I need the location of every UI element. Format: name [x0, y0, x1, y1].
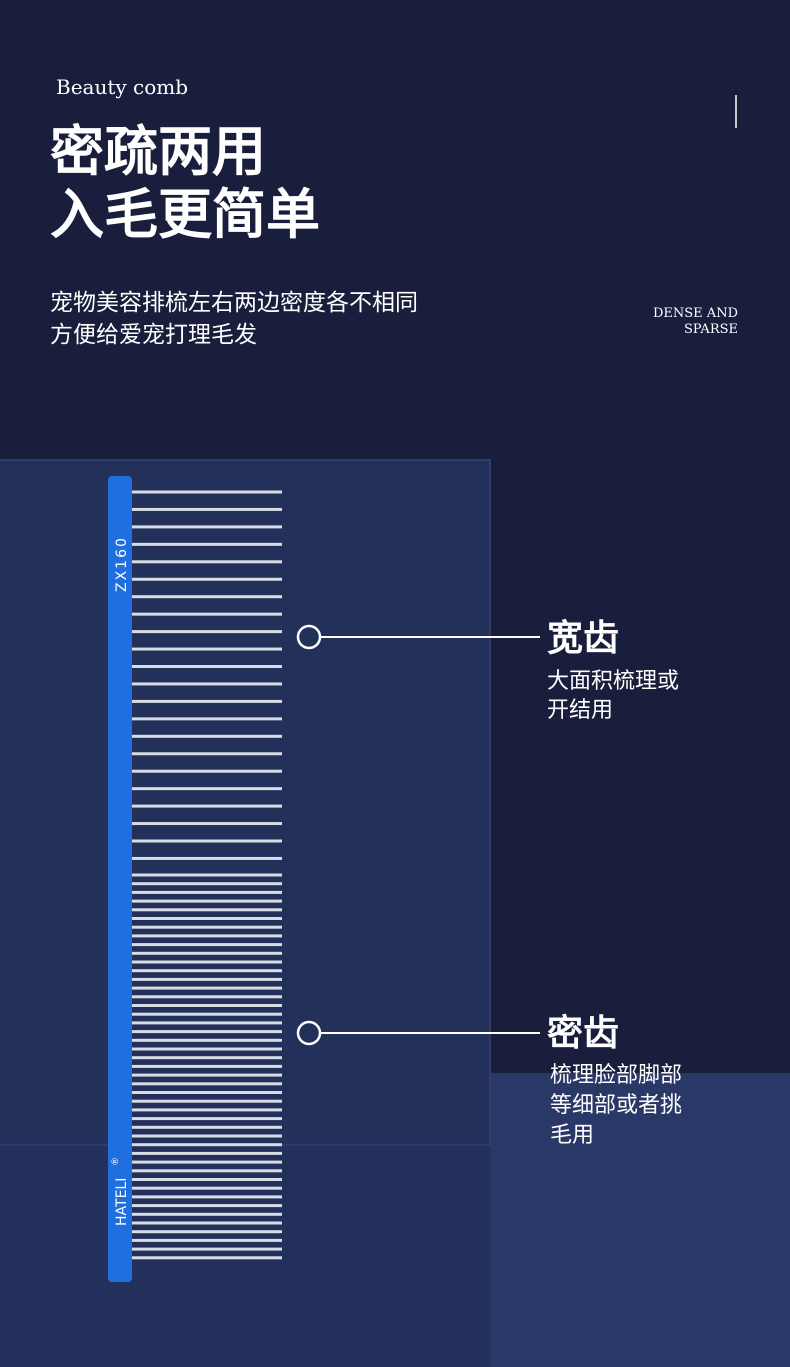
comb-tooth	[130, 856, 282, 860]
callout-text: 开结用	[547, 698, 613, 723]
comb-tooth	[130, 490, 282, 494]
callout-text: 大面积梳理或	[547, 669, 679, 694]
comb-tooth	[130, 1256, 282, 1260]
comb-tooth	[130, 995, 282, 999]
comb-tooth	[130, 1186, 282, 1190]
comb-tooth	[130, 839, 282, 843]
comb-tooth	[130, 665, 282, 668]
comb-tooth	[130, 1021, 282, 1025]
comb-tooth	[130, 1073, 282, 1077]
comb-tooth	[130, 1151, 282, 1155]
comb-tooth	[130, 1012, 282, 1016]
comb-tooth	[130, 1038, 282, 1042]
eyebrow: Beauty comb	[56, 75, 188, 99]
comb-tooth	[130, 577, 282, 581]
comb-spine	[108, 476, 132, 1282]
model: ZX160	[114, 536, 130, 592]
comb-tooth	[130, 1091, 282, 1094]
subtitle: 宠物美容排梳左右两边密度各不相同	[50, 290, 418, 316]
callout-title: 宽齿	[547, 617, 619, 659]
comb-tooth	[130, 934, 282, 938]
comb-tooth	[130, 542, 282, 546]
comb-tooth	[130, 1082, 282, 1086]
comb-tooth	[130, 804, 282, 808]
comb-tooth	[130, 1195, 282, 1199]
comb-tooth	[130, 507, 282, 511]
comb-tooth	[130, 969, 282, 973]
panel-shadow	[0, 1145, 490, 1367]
comb-tooth	[130, 1238, 282, 1242]
comb-tooth	[130, 1125, 282, 1129]
comb-tooth	[130, 682, 282, 686]
comb-tooth	[130, 917, 282, 920]
comb-tooth	[130, 717, 282, 721]
comb-tooth	[130, 960, 282, 964]
comb-tooth	[130, 925, 282, 929]
comb-tooth	[130, 630, 282, 634]
comb-tooth	[130, 1004, 282, 1007]
comb-tooth	[130, 1143, 282, 1147]
title: 入毛更简单	[50, 182, 320, 246]
comb-tooth	[130, 1178, 282, 1181]
comb-teeth	[130, 490, 282, 1260]
comb-tooth	[130, 1212, 282, 1216]
title: 密疏两用	[50, 119, 266, 183]
comb-tooth	[130, 1230, 282, 1234]
comb-tooth	[130, 890, 282, 894]
comb-tooth	[130, 1134, 282, 1138]
comb-tooth	[130, 787, 282, 791]
comb-tooth	[130, 1099, 282, 1103]
comb-tooth	[130, 1221, 282, 1225]
comb-tooth	[130, 1204, 282, 1208]
comb-tooth	[130, 1117, 282, 1121]
comb-tooth	[130, 1030, 282, 1034]
callout-text: 梳理脸部脚部	[550, 1063, 682, 1088]
comb-tooth	[130, 1247, 282, 1251]
tag: DENSE AND	[653, 306, 738, 321]
comb-tooth	[130, 595, 282, 599]
comb-tooth	[130, 699, 282, 703]
callout-text: 毛用	[550, 1123, 594, 1148]
comb-tooth	[130, 525, 282, 529]
comb-tooth	[130, 1108, 282, 1112]
comb-tooth	[130, 1160, 282, 1164]
comb-tooth	[130, 899, 282, 903]
callout-text: 等细部或者挑	[550, 1093, 682, 1118]
comb-tooth	[130, 943, 282, 947]
brand: HATELI	[114, 1178, 130, 1226]
trademark: ®	[111, 1157, 121, 1166]
comb-tooth	[130, 1064, 282, 1068]
comb-tooth	[130, 1056, 282, 1060]
comb-tooth	[130, 734, 282, 738]
comb-tooth	[130, 977, 282, 981]
comb-tooth	[130, 873, 282, 877]
tag: SPARSE	[684, 322, 738, 337]
comb-tooth	[130, 882, 282, 886]
comb-tooth	[130, 752, 282, 756]
comb-tooth	[130, 951, 282, 955]
comb-tooth	[130, 908, 282, 912]
comb-tooth	[130, 560, 282, 564]
subtitle: 方便给爱宠打理毛发	[50, 322, 257, 348]
comb-tooth	[130, 822, 282, 826]
comb-tooth	[130, 1169, 282, 1173]
comb-tooth	[130, 647, 282, 651]
comb-tooth	[130, 769, 282, 773]
callout-title: 密齿	[547, 1012, 619, 1054]
comb-tooth	[130, 612, 282, 616]
comb-tooth	[130, 1047, 282, 1051]
comb-tooth	[130, 986, 282, 990]
